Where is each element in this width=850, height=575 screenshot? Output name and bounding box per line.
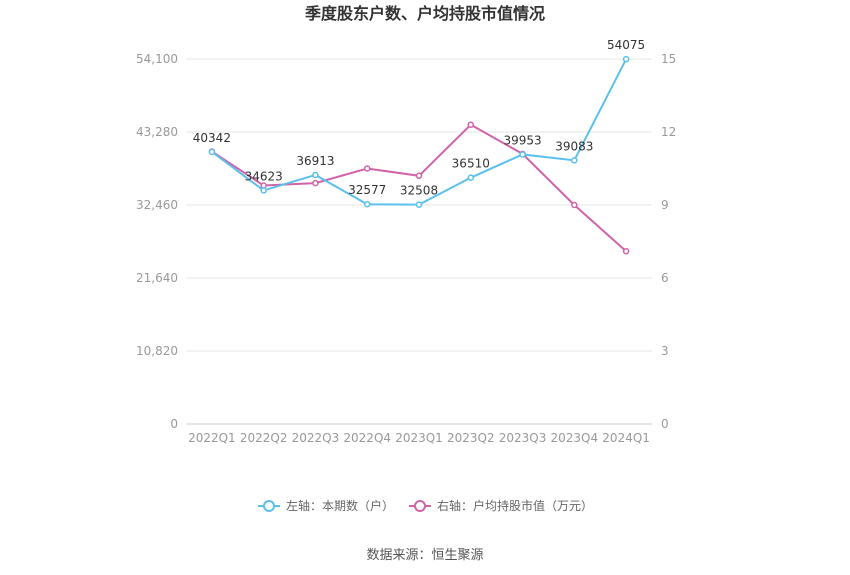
source-text: 数据来源：恒生聚源 <box>366 548 483 563</box>
right-tick-label: 3 <box>661 344 669 358</box>
data-label: 39083 <box>555 139 593 153</box>
series-left: 40342 34623 36913 32577 32508 36510 39953 39083… <box>193 38 645 208</box>
data-point <box>415 172 423 180</box>
grid <box>186 58 652 425</box>
legend-label: 右轴：户均持股市值（万元） <box>437 498 593 513</box>
left-axis: 0 10,820 21,640 32,460 43,280 54,100 <box>136 52 178 431</box>
legend-marker <box>263 500 275 512</box>
legend-item[interactable]: 右轴：户均持股市值（万元） <box>409 498 593 513</box>
chart-title: 季度股东户数、户均持股市值情况 <box>304 4 545 23</box>
left-tick-label: 43,280 <box>136 125 178 139</box>
x-tick-label: 2022Q1 <box>188 431 236 445</box>
data-point <box>467 121 475 128</box>
left-tick-label: 10,820 <box>136 344 178 358</box>
right-tick-label: 15 <box>661 52 676 66</box>
right-axis: 0 3 6 9 12 15 <box>661 52 676 431</box>
data-label: 39953 <box>503 133 541 147</box>
x-tick-label: 2023Q2 <box>447 431 495 445</box>
data-point <box>312 171 319 179</box>
x-tick-label: 2022Q3 <box>292 431 340 445</box>
legend-label: 左轴：本期数（户） <box>286 498 394 513</box>
data-point <box>260 187 267 194</box>
data-label: 32577 <box>348 183 386 197</box>
x-tick-label: 2022Q4 <box>343 431 391 445</box>
right-tick-label: 9 <box>661 198 669 212</box>
data-point <box>571 201 578 209</box>
data-label: 36510 <box>452 157 490 171</box>
legend: 左轴：本期数（户） 右轴：户均持股市值（万元） <box>258 498 593 513</box>
data-point <box>363 165 371 172</box>
left-tick-label: 32,460 <box>136 198 178 212</box>
data-label: 40342 <box>193 131 231 145</box>
legend-item[interactable]: 左轴：本期数（户） <box>258 498 394 513</box>
x-tick-label: 2023Q4 <box>551 431 599 445</box>
data-point <box>571 157 578 164</box>
data-point <box>519 151 526 158</box>
data-point <box>467 174 475 181</box>
data-label: 34623 <box>245 169 283 183</box>
series-layer: 40342 34623 36913 32577 32508 36510 39953 39083… <box>193 38 645 255</box>
data-point <box>622 247 630 255</box>
data-point <box>363 200 371 208</box>
data-point <box>312 179 319 187</box>
x-tick-label: 2023Q3 <box>499 431 547 445</box>
x-tick-label: 2024Q1 <box>602 431 650 445</box>
right-tick-label: 12 <box>661 125 676 139</box>
x-tick-label: 2022Q2 <box>240 431 288 445</box>
legend-marker <box>414 500 426 512</box>
right-tick-label: 0 <box>661 417 669 431</box>
left-tick-label: 54,100 <box>136 52 178 66</box>
data-point <box>415 201 423 208</box>
left-tick-label: 0 <box>170 417 178 431</box>
data-point <box>622 55 630 63</box>
x-tick-label: 2023Q1 <box>395 431 443 445</box>
x-axis: 2022Q1 2022Q2 2022Q3 2022Q4 2023Q1 2023Q2 2023… <box>188 431 650 445</box>
data-point <box>208 148 216 156</box>
left-tick-label: 21,640 <box>136 271 178 285</box>
data-label: 32508 <box>400 184 438 198</box>
data-label: 36913 <box>296 154 334 168</box>
right-tick-label: 6 <box>661 271 669 285</box>
data-label: 54075 <box>607 38 645 52</box>
